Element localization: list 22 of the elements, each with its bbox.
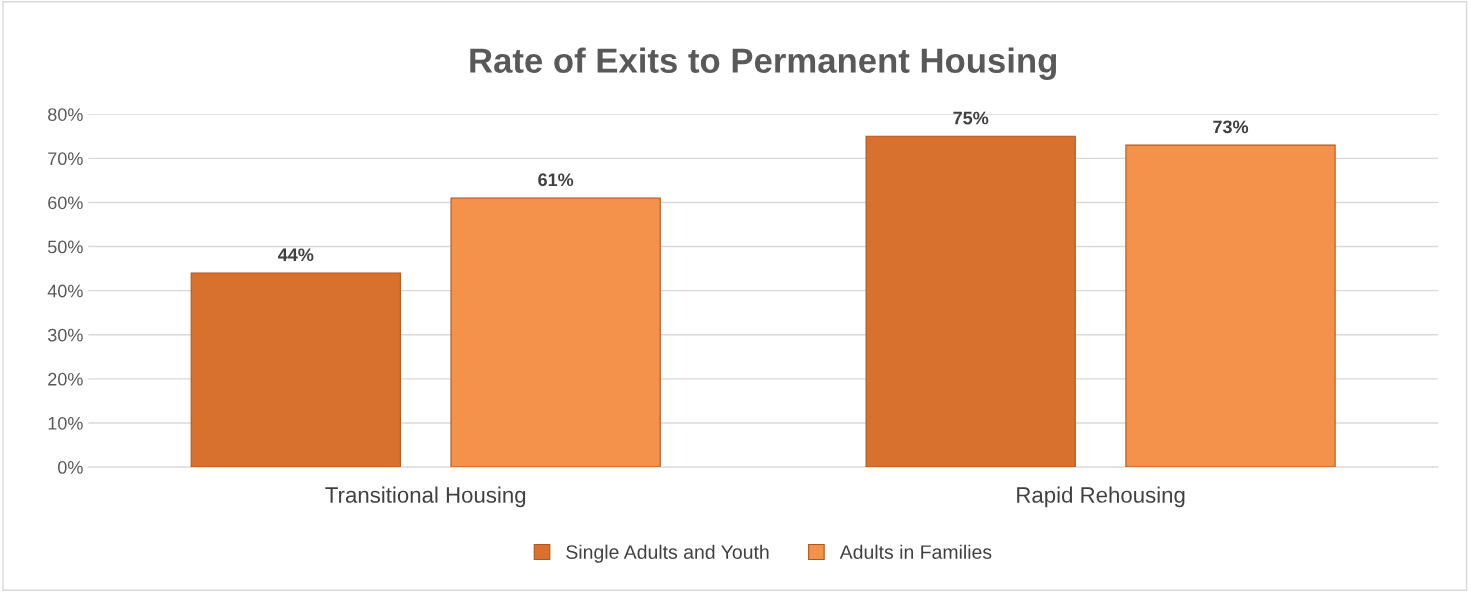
y-tick-label: 30%: [47, 328, 83, 342]
y-tick-label: 10%: [48, 416, 83, 430]
y-tick-label: 0%: [58, 461, 83, 474]
bar: [190, 272, 401, 468]
y-tick-label: 70%: [48, 152, 83, 166]
text: 73%: [1213, 120, 1249, 134]
text: 61%: [538, 173, 574, 187]
legend-label: Adults in Families: [839, 544, 992, 559]
y-tick-label: 50%: [47, 240, 83, 254]
y-tick-label: 40%: [47, 284, 83, 298]
bar: [1125, 144, 1336, 468]
x-tick-label: Rapid Rehousing: [1017, 486, 1185, 508]
chart-title: Rate of Exits to Permanent Housing: [470, 47, 1057, 80]
y-tick-label: 20%: [48, 372, 83, 386]
text: 75%: [953, 111, 989, 125]
y-tick-label: 80%: [48, 108, 83, 121]
text: 44%: [278, 248, 314, 262]
legend-label: Single Adults and Youth: [566, 544, 769, 563]
bar: [450, 197, 661, 468]
bar: [865, 135, 1076, 468]
x-tick-label: Transitional Housing: [325, 486, 526, 508]
y-tick-label: 60%: [48, 196, 83, 210]
